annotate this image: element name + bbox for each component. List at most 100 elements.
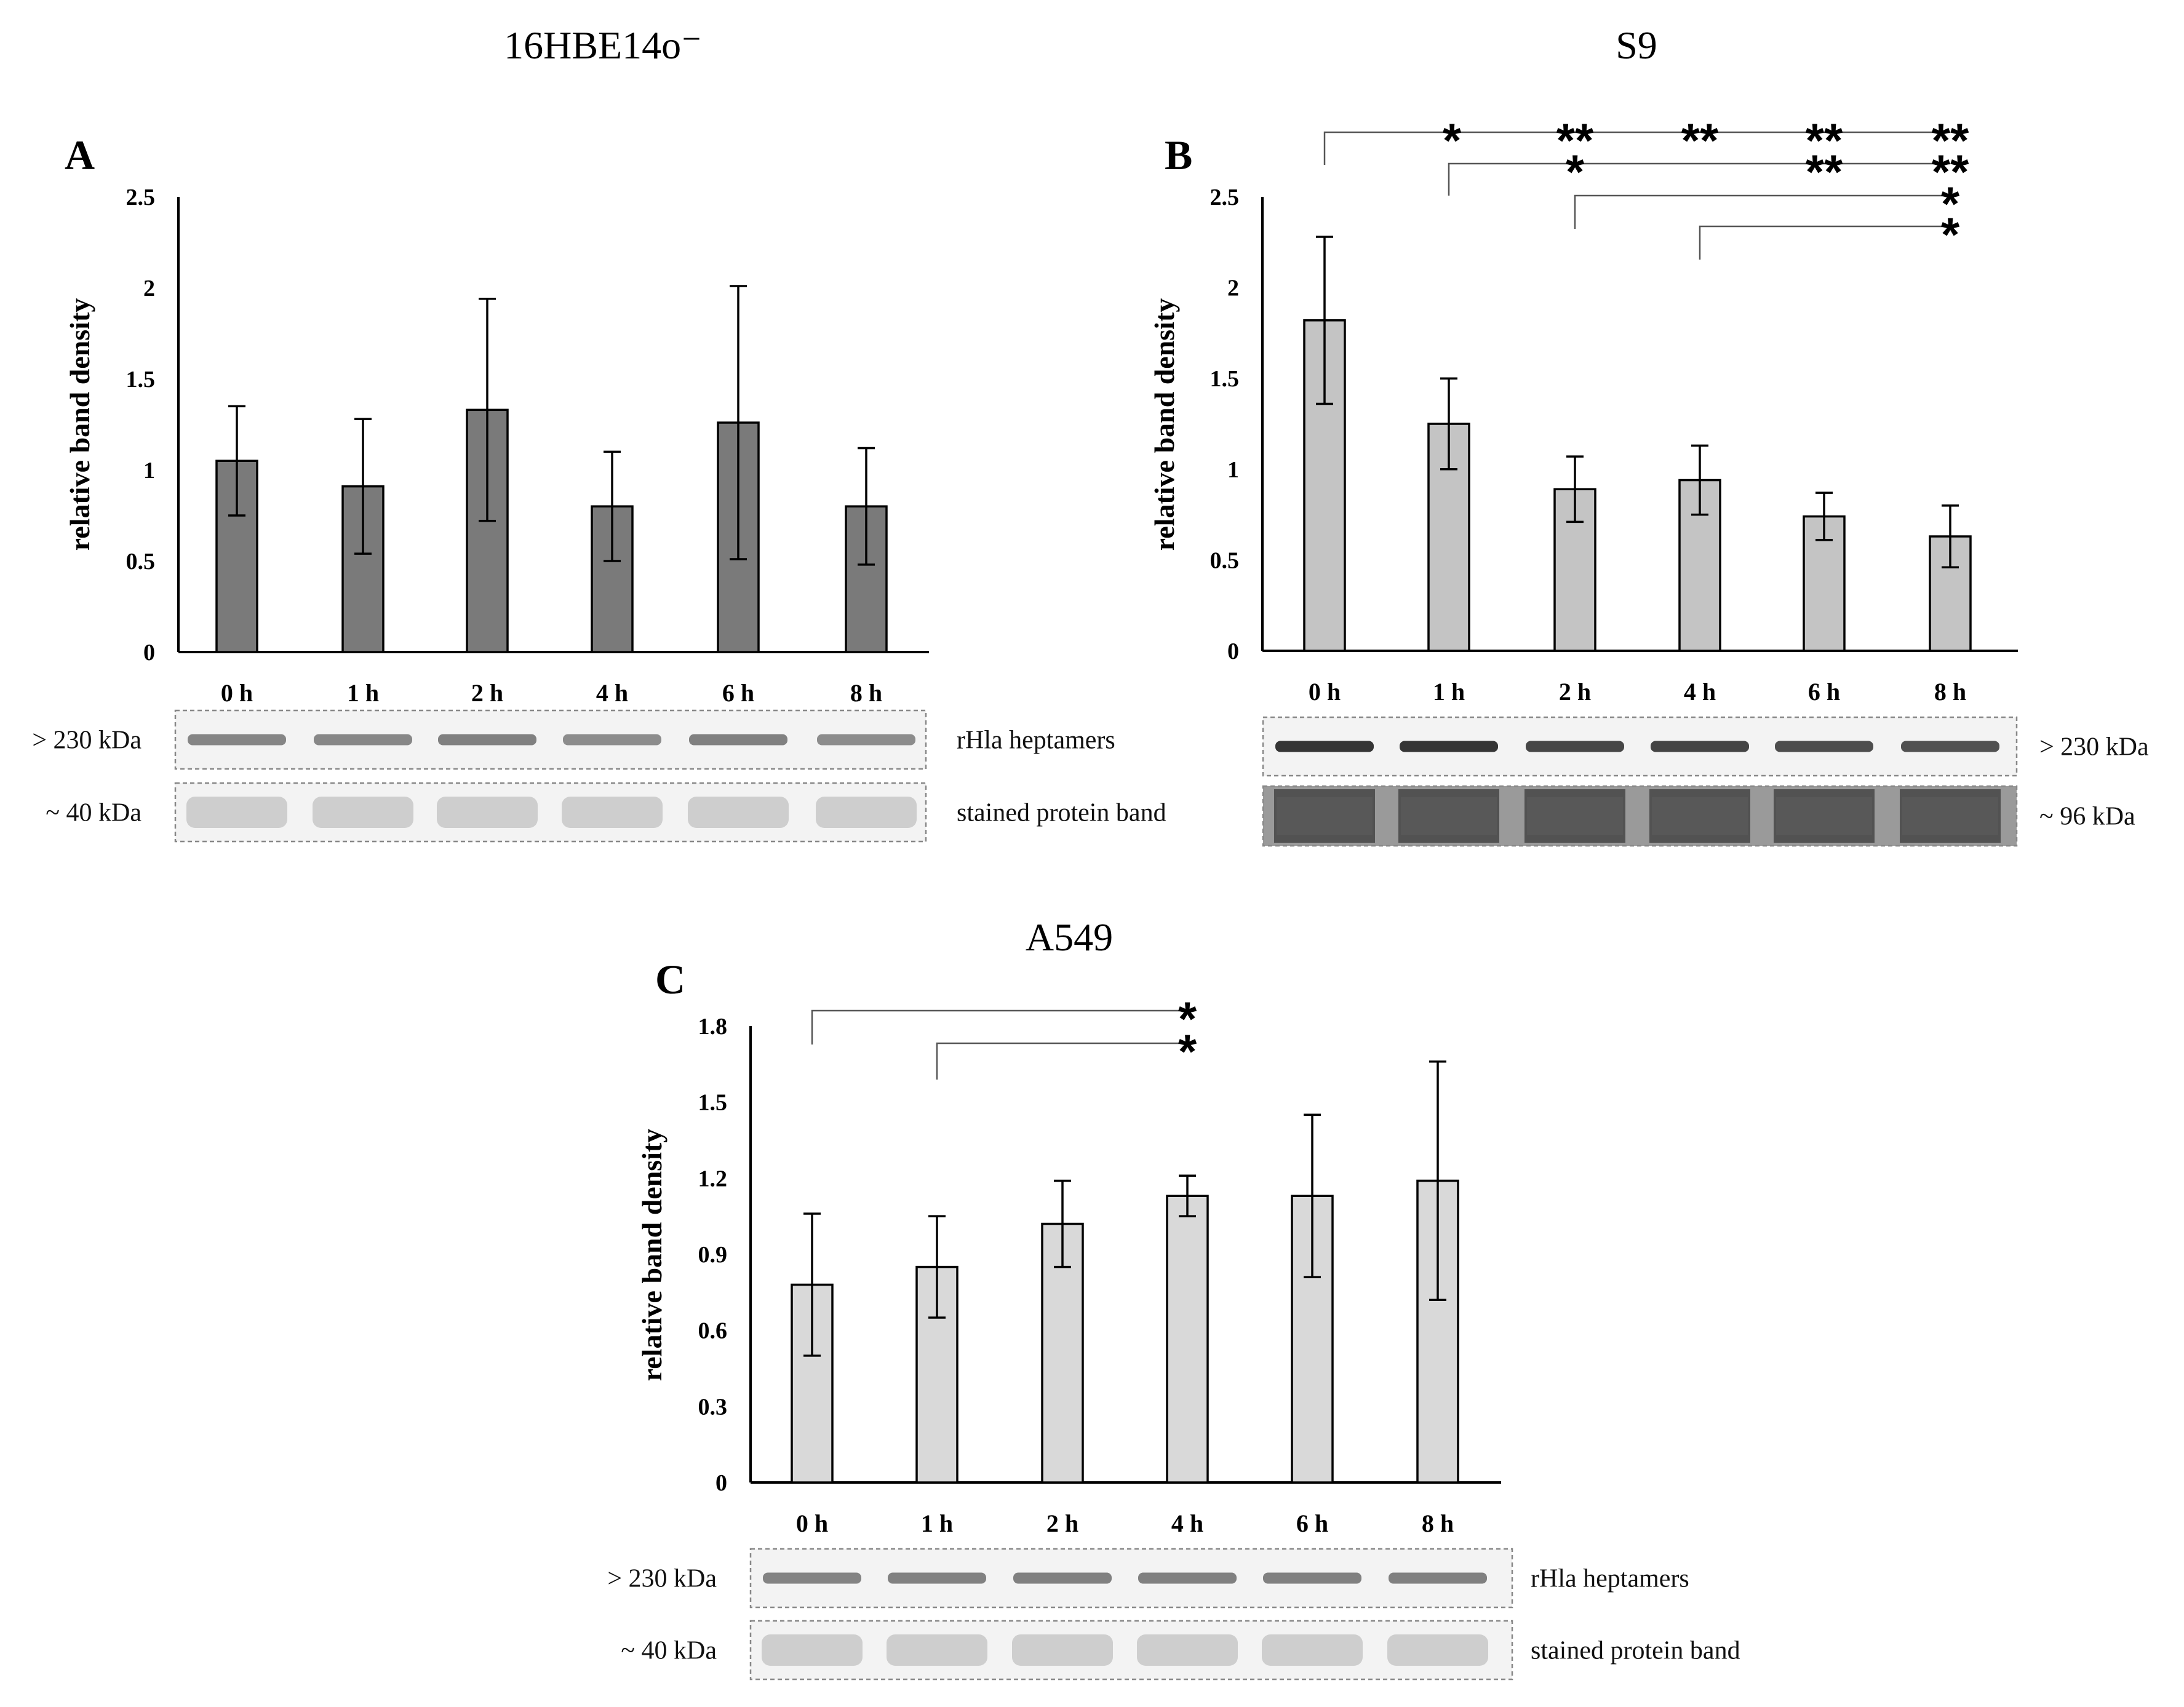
blot-band bbox=[563, 734, 661, 746]
blot-band bbox=[688, 797, 789, 828]
blot-strip-heptamers-frame bbox=[749, 1548, 1513, 1609]
blot-band bbox=[1651, 741, 1749, 752]
x-tick-label: 6 h bbox=[1296, 1510, 1328, 1537]
blot-strip-stained-frame bbox=[1262, 785, 2018, 847]
blot-band bbox=[314, 734, 412, 746]
panel-title: S9 bbox=[1616, 23, 1657, 67]
x-tick-label: 1 h bbox=[1433, 678, 1465, 706]
blot-band bbox=[816, 797, 917, 828]
x-tick-label: 8 h bbox=[1934, 678, 1966, 706]
blot-label-left: ~ 40 kDa bbox=[46, 799, 141, 827]
significance-bracket bbox=[1574, 194, 1950, 229]
blot-strip-heptamers-frame bbox=[1262, 716, 2018, 777]
y-tick-label: 0 bbox=[143, 640, 155, 666]
significance-bracket bbox=[936, 1042, 1187, 1080]
y-tick-label: 0.3 bbox=[698, 1394, 728, 1420]
significance-stars: * bbox=[1443, 113, 1462, 167]
blot-strip-heptamers-frame bbox=[174, 709, 927, 770]
significance-bracket bbox=[1448, 162, 1950, 196]
significance-stars: * bbox=[1178, 992, 1197, 1046]
x-tick-label: 6 h bbox=[722, 679, 754, 707]
blot-band-inner bbox=[1776, 797, 1872, 835]
y-tick-label: 1.2 bbox=[698, 1166, 728, 1192]
blot-band bbox=[1262, 1634, 1363, 1666]
panel-c: A549 C 0 0.3 0.6 0.9 1.2 1.5 1.8 relative band de… bbox=[607, 915, 1740, 1681]
y-tick-label: 0.9 bbox=[698, 1242, 728, 1268]
blot-label-right: rHla heptamers bbox=[957, 726, 1115, 755]
significance-stars: ** bbox=[1932, 113, 1969, 167]
blot-strip-stained-bg bbox=[1263, 786, 2017, 846]
x-tick-label: 8 h bbox=[850, 679, 882, 707]
panel-letter: A bbox=[65, 132, 95, 178]
x-tick-label: 2 h bbox=[1559, 678, 1591, 706]
blot-band bbox=[1400, 741, 1498, 752]
blot-band bbox=[188, 734, 286, 746]
y-tick-label: 1.5 bbox=[1210, 366, 1240, 392]
y-tick-label: 2.5 bbox=[126, 185, 156, 210]
blot-band bbox=[888, 1572, 986, 1584]
x-tick-label: 4 h bbox=[1684, 678, 1716, 706]
blot-band bbox=[1275, 741, 1374, 752]
y-tick-label: 1 bbox=[143, 458, 155, 483]
blot-band bbox=[689, 734, 787, 746]
blot-band bbox=[1012, 1634, 1113, 1666]
blot-band bbox=[1775, 741, 1873, 752]
y-tick-label: 0 bbox=[715, 1470, 727, 1496]
blot-band bbox=[762, 1634, 863, 1666]
blot-strip-stained-frame bbox=[174, 782, 927, 843]
blot-band-inner bbox=[1277, 797, 1373, 835]
significance-stars: * bbox=[1566, 145, 1585, 199]
significance-stars: ** bbox=[1681, 113, 1719, 167]
blot-band-inner bbox=[1527, 797, 1623, 835]
blot-label-right: ~ 96 kDa bbox=[2039, 803, 2135, 831]
blot-strip-heptamers-bg bbox=[175, 710, 926, 769]
y-tick-label: 2.5 bbox=[1210, 185, 1240, 210]
bar bbox=[1427, 423, 1470, 652]
y-tick-label: 2 bbox=[143, 276, 155, 301]
y-axis-label: relative band density bbox=[64, 298, 95, 551]
blot-label-right: stained protein band bbox=[1531, 1637, 1740, 1665]
y-tick-label: 1 bbox=[1227, 457, 1239, 483]
blot-band bbox=[186, 797, 287, 828]
x-tick-label: 2 h bbox=[471, 679, 503, 707]
blot-band bbox=[1901, 741, 1999, 752]
blot-band bbox=[438, 734, 536, 746]
blot-band-inner bbox=[1902, 797, 1998, 835]
significance-stars: * bbox=[1178, 1024, 1197, 1078]
blot-band bbox=[562, 797, 663, 828]
y-tick-label: 1.8 bbox=[698, 1014, 728, 1040]
blot-label-left: ~ 40 kDa bbox=[621, 1637, 717, 1665]
blot-label-right: stained protein band bbox=[957, 799, 1166, 827]
significance-stars: * bbox=[1941, 177, 1960, 231]
x-tick-label: 0 h bbox=[1309, 678, 1341, 706]
significance-bracket bbox=[1323, 131, 1950, 165]
blot-strip-stained-bg bbox=[175, 783, 926, 842]
x-tick-label: 0 h bbox=[796, 1510, 828, 1537]
panel-a: 16HBE14o⁻ A 0 0.5 1 1.5 2 2.5 relative band dens… bbox=[32, 23, 1166, 843]
significance-stars: ** bbox=[1806, 113, 1843, 167]
blot-band bbox=[817, 734, 915, 746]
panel-letter: C bbox=[655, 956, 685, 1003]
blot-label-left: > 230 kDa bbox=[607, 1565, 717, 1593]
panel-title: A549 bbox=[1026, 915, 1113, 959]
y-tick-label: 0.5 bbox=[1210, 547, 1240, 573]
blot-band bbox=[1389, 1572, 1487, 1584]
panel-title: 16HBE14o⁻ bbox=[504, 23, 702, 67]
blot-label-right: rHla heptamers bbox=[1531, 1565, 1689, 1593]
y-tick-label: 0.6 bbox=[698, 1318, 728, 1344]
y-axis-label: relative band density bbox=[1149, 298, 1180, 551]
blot-band bbox=[1263, 1572, 1361, 1584]
blot-band bbox=[1387, 1634, 1488, 1666]
y-tick-label: 1.5 bbox=[126, 367, 156, 392]
blot-strip-stained-frame bbox=[749, 1620, 1513, 1681]
y-tick-label: 1.5 bbox=[698, 1090, 728, 1116]
blot-band bbox=[313, 797, 413, 828]
blot-band-inner bbox=[1652, 797, 1748, 835]
blot-band-inner bbox=[1401, 797, 1497, 835]
x-tick-label: 2 h bbox=[1046, 1510, 1078, 1537]
y-axis-label: relative band density bbox=[636, 1129, 668, 1382]
significance-stars: ** bbox=[1556, 113, 1594, 167]
x-tick-label: 1 h bbox=[921, 1510, 953, 1537]
blot-band bbox=[887, 1634, 987, 1666]
